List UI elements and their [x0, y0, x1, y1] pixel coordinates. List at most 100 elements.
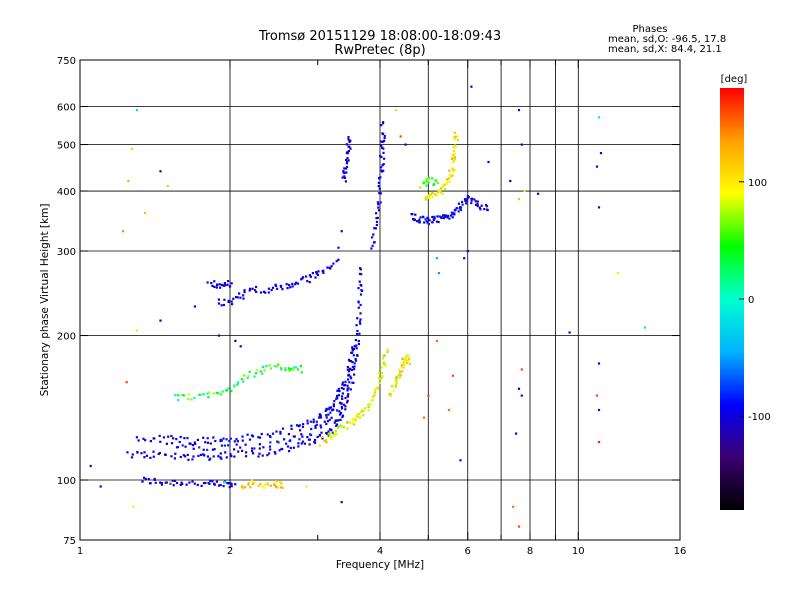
data-point: [248, 438, 252, 441]
data-point: [297, 442, 300, 445]
data-point: [266, 433, 269, 436]
data-point: [243, 486, 247, 489]
data-point: [289, 286, 292, 289]
data-point: [453, 136, 456, 139]
data-point: [268, 364, 271, 367]
data-point: [375, 217, 378, 220]
data-point: [437, 272, 440, 275]
data-point: [179, 435, 182, 439]
data-point: [380, 366, 383, 369]
data-point: [325, 414, 328, 417]
data-point: [308, 274, 311, 277]
data-point: [451, 153, 454, 156]
data-point: [454, 146, 457, 149]
data-point: [152, 450, 155, 453]
data-point: [220, 439, 223, 442]
data-point: [143, 476, 146, 479]
data-point: [332, 408, 335, 411]
data-point: [373, 241, 376, 244]
data-point: [345, 143, 348, 146]
data-point: [391, 385, 394, 388]
data-point: [433, 193, 436, 196]
data-point: [371, 244, 374, 247]
data-point: [220, 444, 223, 447]
data-point: [258, 447, 261, 450]
data-point: [346, 160, 349, 163]
data-point: [351, 349, 354, 352]
data-point: [204, 481, 207, 485]
data-point: [356, 354, 359, 357]
data-point: [326, 266, 329, 269]
data-point: [234, 339, 237, 342]
data-point: [355, 414, 358, 417]
data-point: [343, 176, 347, 179]
data-point: [428, 219, 431, 222]
data-point: [340, 425, 343, 428]
data-point: [352, 347, 356, 350]
data-point: [463, 198, 467, 201]
data-point: [173, 479, 177, 482]
data-point: [346, 389, 349, 392]
data-point: [394, 386, 397, 389]
data-point: [285, 283, 288, 286]
data-point: [347, 393, 350, 396]
data-point: [292, 446, 295, 449]
data-point: [162, 436, 166, 439]
data-point: [243, 291, 246, 294]
data-point: [186, 453, 189, 456]
data-point: [449, 175, 452, 178]
data-point: [433, 215, 436, 218]
data-point: [289, 446, 292, 450]
data-point: [383, 137, 386, 140]
data-point: [422, 216, 425, 219]
data-point: [229, 481, 232, 485]
stats-line-o: mean, sd,O: -96.5, 17.8: [608, 34, 726, 45]
data-point: [242, 380, 245, 383]
data-point: [359, 267, 362, 270]
data-point: [517, 109, 521, 112]
data-point: [225, 389, 228, 392]
data-point: [278, 480, 281, 483]
data-point: [597, 116, 601, 119]
data-point: [459, 208, 463, 211]
data-point: [344, 167, 348, 170]
data-point: [164, 481, 167, 484]
data-point: [351, 361, 354, 364]
data-point: [358, 416, 361, 419]
data-point: [288, 369, 291, 372]
data-point: [227, 444, 230, 447]
data-point: [217, 334, 221, 337]
data-point: [350, 368, 353, 371]
data-point: [266, 454, 269, 457]
data-point: [378, 187, 381, 190]
data-point: [381, 357, 385, 360]
data-point: [251, 450, 254, 453]
data-point: [341, 383, 344, 386]
data-point: [251, 435, 255, 438]
data-point: [242, 294, 245, 297]
data-point: [160, 482, 163, 485]
data-point: [348, 140, 351, 143]
data-point: [341, 392, 344, 395]
data-point: [333, 421, 336, 424]
data-point: [230, 485, 233, 488]
data-point: [346, 427, 349, 430]
data-point: [99, 485, 102, 488]
data-point: [359, 303, 362, 307]
data-point: [273, 365, 276, 368]
data-point: [382, 147, 385, 150]
data-point: [222, 303, 225, 307]
data-point: [270, 289, 273, 292]
data-point: [375, 212, 378, 215]
data-point: [276, 287, 279, 290]
data-point: [312, 418, 315, 421]
data-point: [355, 333, 359, 336]
data-point: [453, 153, 456, 156]
data-point: [153, 478, 156, 481]
data-point: [290, 368, 293, 371]
data-point: [344, 408, 347, 411]
data-point: [206, 455, 210, 458]
data-point: [255, 369, 258, 372]
data-point: [280, 486, 283, 489]
data-point: [424, 198, 427, 201]
